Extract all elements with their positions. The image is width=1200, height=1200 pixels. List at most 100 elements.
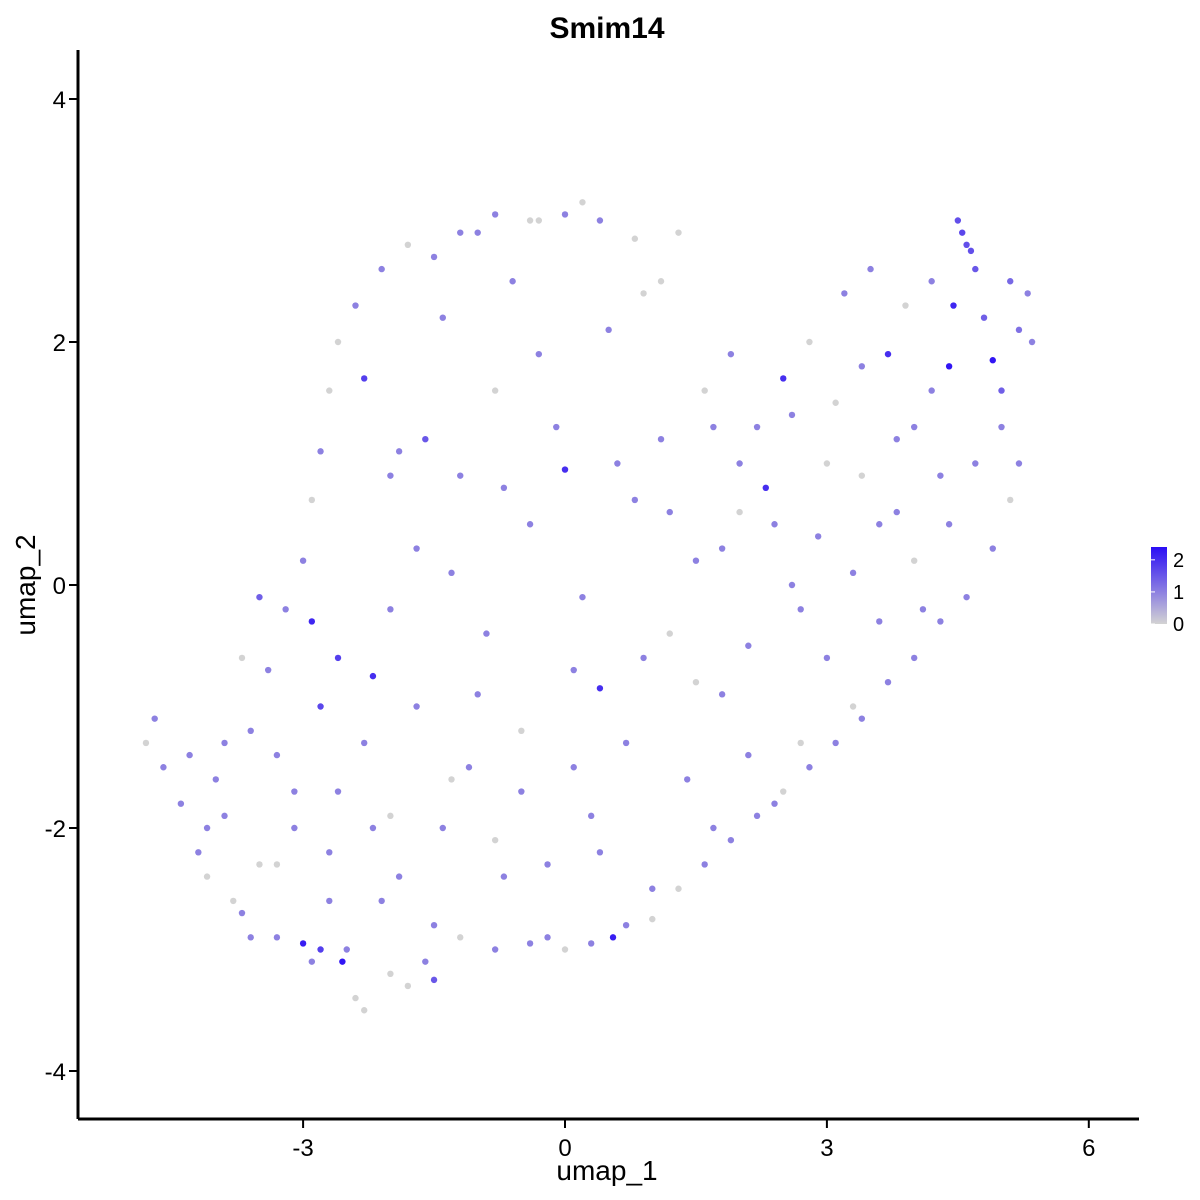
cell-point: [701, 861, 708, 868]
cell-point: [692, 557, 700, 564]
cell-point: [675, 885, 682, 892]
cell-point: [422, 436, 429, 443]
cell-point: [500, 873, 508, 880]
cell-point: [291, 788, 298, 795]
cell-point: [491, 836, 499, 844]
cell-point: [448, 569, 455, 577]
cell-point: [361, 1007, 368, 1014]
cell-point: [841, 290, 848, 297]
cell-point: [491, 211, 499, 218]
y-tick-label: 4: [53, 87, 66, 114]
cell-point: [151, 715, 158, 722]
cell-point: [282, 606, 289, 613]
cell-point: [640, 290, 647, 297]
cell-point: [797, 739, 804, 747]
cell-point: [858, 363, 866, 370]
cell-point: [535, 217, 543, 224]
cell-point: [352, 994, 359, 1002]
cell-point: [326, 387, 333, 394]
cell-point: [395, 448, 403, 455]
cell-point: [989, 545, 996, 552]
cell-point: [387, 970, 394, 977]
cell-point: [893, 436, 900, 443]
cell-point: [710, 824, 717, 832]
cell-point: [692, 679, 700, 686]
cell-point: [326, 849, 333, 856]
cell-point: [745, 751, 752, 759]
y-tick-label: 2: [53, 330, 66, 357]
cell-point: [273, 934, 281, 941]
cell-point: [474, 691, 481, 698]
cell-point: [430, 253, 438, 261]
cell-point: [387, 606, 394, 613]
cell-point: [404, 241, 412, 248]
cell-point: [963, 241, 970, 248]
cell-point: [928, 387, 935, 394]
cell-point: [308, 618, 316, 625]
cell-point: [911, 654, 918, 662]
cell-point: [788, 411, 796, 419]
cell-point: [291, 824, 298, 832]
cell-point: [666, 508, 673, 516]
cell-point: [876, 521, 883, 528]
cell-point: [238, 654, 246, 662]
cell-point: [317, 703, 324, 710]
cell-point: [317, 946, 324, 953]
cell-point: [753, 812, 761, 820]
cell-point: [352, 302, 359, 309]
cell-point: [579, 199, 586, 206]
cell-point: [858, 472, 866, 479]
cell-point: [587, 812, 595, 820]
cell-point: [1024, 290, 1031, 297]
cell-point: [339, 958, 346, 965]
cell-point: [945, 521, 953, 528]
cell-point: [657, 436, 665, 443]
colorbar-label: 1: [1173, 582, 1184, 604]
cell-point: [378, 265, 385, 273]
cell-point: [544, 861, 551, 868]
cell-point: [609, 934, 617, 941]
colorbar-label: 2: [1173, 550, 1184, 572]
cell-point: [369, 824, 377, 832]
cell-point: [457, 934, 464, 941]
cell-point: [727, 350, 735, 358]
cell-point: [439, 824, 446, 832]
cell-point: [736, 508, 743, 516]
x-axis-title: umap_1: [556, 1155, 657, 1186]
cell-point: [710, 423, 717, 431]
cell-point: [937, 618, 944, 625]
cell-point: [911, 557, 918, 564]
cell-point: [745, 642, 752, 649]
cell-point: [649, 915, 656, 923]
cell-point: [395, 873, 403, 880]
cell-point: [849, 569, 857, 577]
cell-point: [334, 338, 342, 346]
cell-point: [587, 940, 595, 947]
cell-point: [369, 672, 377, 680]
cell-point: [771, 521, 778, 528]
cell-point: [893, 508, 900, 516]
cell-point: [308, 958, 316, 965]
cell-point: [535, 350, 543, 358]
cell-point: [989, 357, 996, 364]
cell-point: [413, 545, 420, 552]
cell-point: [797, 606, 804, 613]
cell-point: [457, 472, 464, 479]
cell-point: [622, 739, 630, 747]
cell-point: [727, 836, 735, 844]
cell-point: [256, 593, 263, 601]
cell-point: [945, 363, 953, 370]
cell-point: [256, 861, 263, 868]
cell-point: [823, 460, 831, 467]
x-tick-label: 6: [1082, 1135, 1095, 1162]
cell-point: [1028, 338, 1036, 346]
cell-point: [718, 691, 726, 698]
cell-point: [160, 764, 167, 771]
cell-point: [212, 776, 219, 783]
cell-point: [378, 897, 385, 905]
cell-point: [570, 764, 577, 771]
cell-point: [858, 715, 866, 722]
cell-point: [491, 946, 499, 953]
colorbar: [1151, 547, 1167, 624]
cell-point: [928, 278, 935, 285]
